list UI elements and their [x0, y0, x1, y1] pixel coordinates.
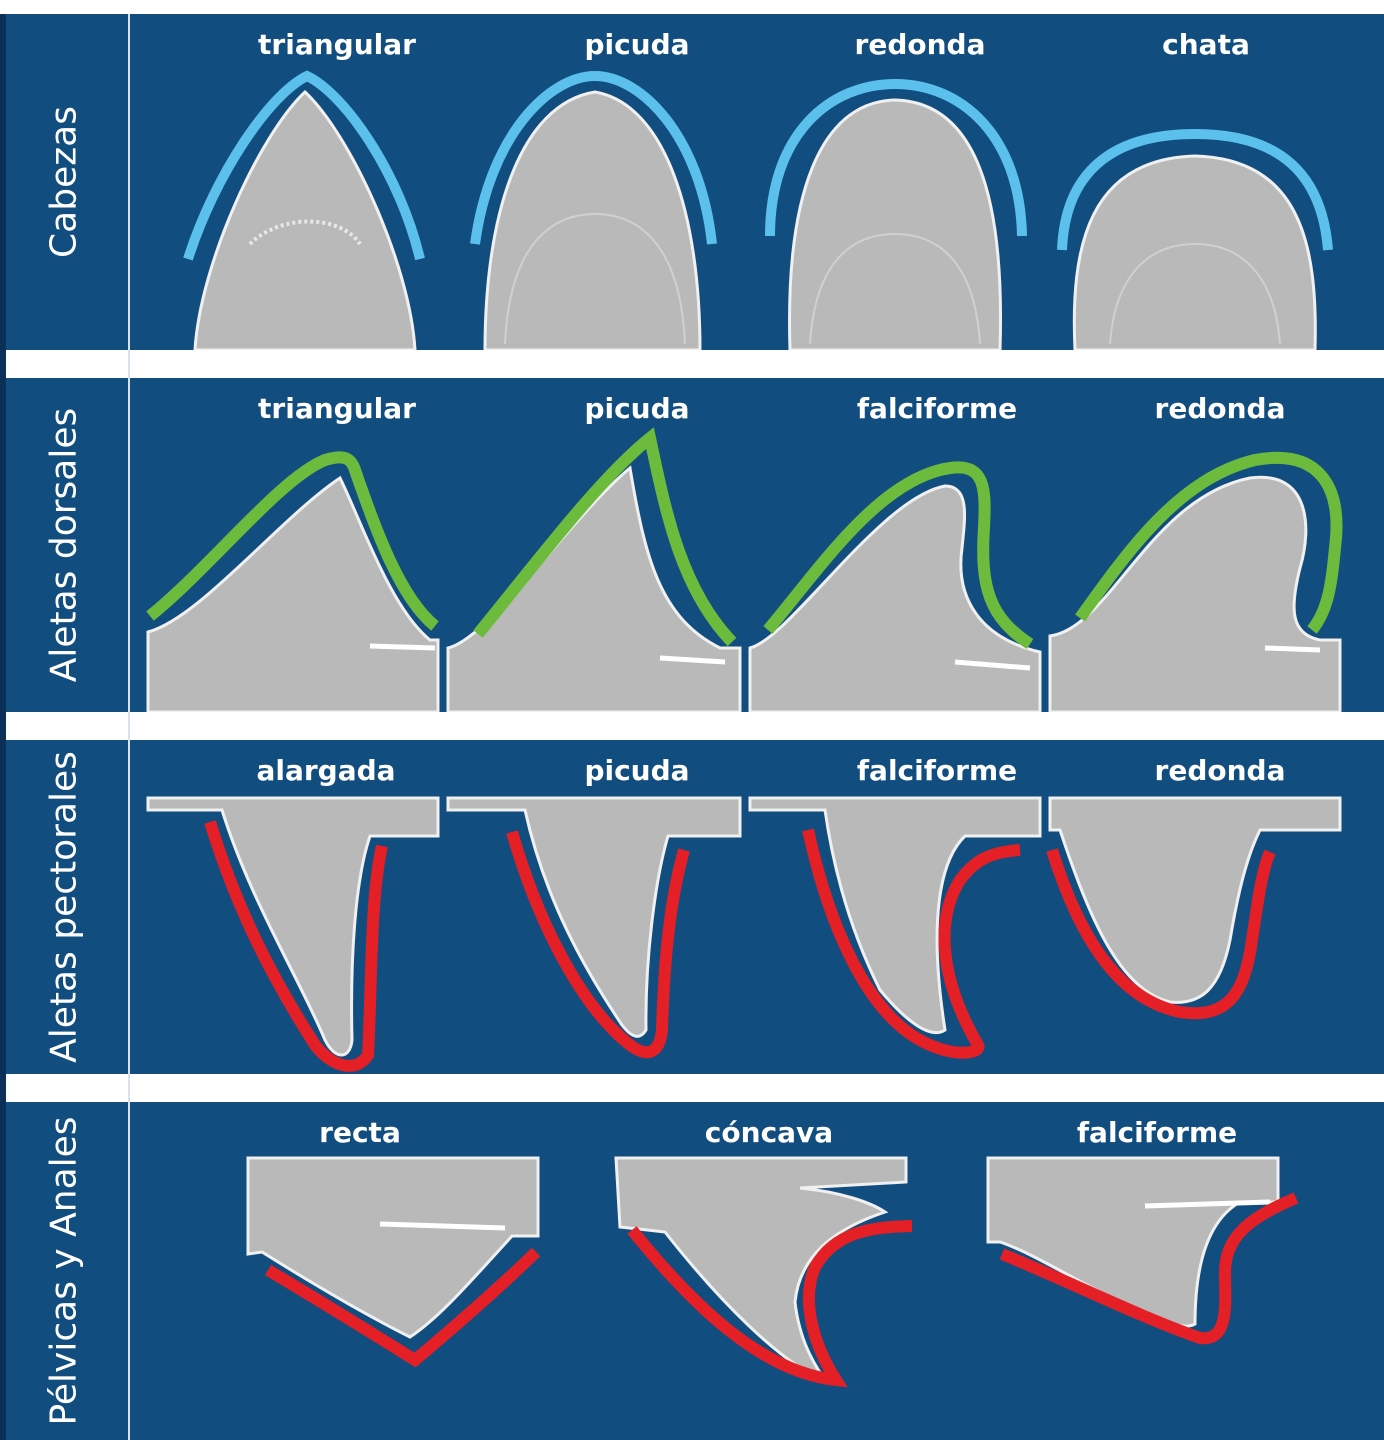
caption-pectoral-falciforme: falciforme [856, 754, 1018, 787]
pectoral-alargada [146, 796, 440, 1072]
pectoral-redonda [1046, 796, 1342, 1020]
caption-head-chata: chata [1162, 28, 1250, 61]
caption-dorsal-redonda: redonda [1154, 392, 1286, 425]
caption-pectoral-alargada: alargada [256, 754, 396, 787]
caption-head-picuda: picuda [584, 28, 690, 61]
caption-dorsal-triangular: triangular [258, 392, 416, 425]
pelvic-recta [246, 1156, 541, 1368]
pectoral-picuda [446, 796, 742, 1059]
caption-dorsal-picuda: picuda [584, 392, 690, 425]
pectoral-illustrations [146, 796, 1342, 1072]
column-divider [128, 14, 130, 1440]
row-pelvic-anal-fins: Pélvicas y Anales recta cóncava falcifor… [0, 1102, 1384, 1440]
pelvic-concava [614, 1156, 913, 1388]
row-dorsal-fins: Aletas dorsales triangular picuda falcif… [0, 378, 1384, 712]
dorsal-falciforme [748, 461, 1042, 712]
caption-head-triangular: triangular [258, 28, 416, 61]
caption-pectoral-redonda: redonda [1154, 754, 1286, 787]
row-pectoral-fins: Aletas pectorales alargada picuda falcif… [0, 740, 1384, 1074]
head-picuda [470, 70, 717, 350]
row-heads: Cabezas triangular picuda redonda chata [0, 14, 1384, 350]
dorsal-illustrations [146, 427, 1343, 712]
caption-head-redonda: redonda [854, 28, 986, 61]
pectoral-falciforme [748, 796, 1042, 1059]
caption-pelvic-falciforme: falciforme [1076, 1116, 1238, 1149]
head-triangular [183, 70, 425, 350]
caption-pectoral-picuda: picuda [584, 754, 690, 787]
dorsal-redonda [1048, 452, 1343, 712]
heads-illustrations [183, 70, 1333, 350]
dorsal-triangular [146, 451, 440, 712]
pelvic-illustrations [246, 1156, 1299, 1388]
caption-pelvic-recta: recta [319, 1116, 401, 1149]
caption-dorsal-falciforme: falciforme [856, 392, 1018, 425]
head-chata [1057, 128, 1333, 350]
pelvic-falciforme [986, 1156, 1299, 1345]
dorsal-picuda [446, 427, 742, 712]
caption-pelvic-concava: cóncava [704, 1116, 834, 1149]
left-edge [0, 14, 6, 1440]
head-redonda [765, 78, 1027, 350]
